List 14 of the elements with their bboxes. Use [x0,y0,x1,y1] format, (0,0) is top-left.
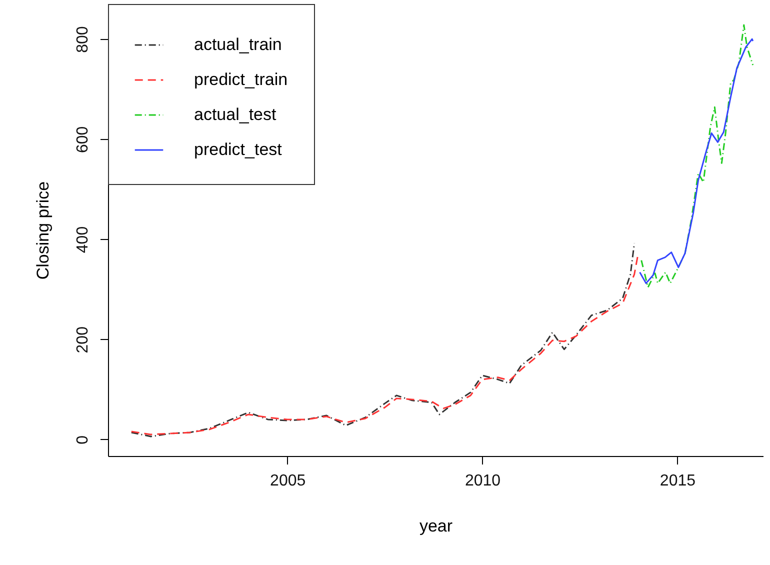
legend-label: actual_test [194,105,276,124]
x-tick-label: 2005 [270,472,306,490]
y-tick-label: 600 [74,126,92,153]
x-tick-label: 2010 [464,472,501,490]
y-axis-title: Closing price [34,181,52,280]
y-tick-label: 400 [74,226,92,254]
legend-label: actual_train [194,35,282,54]
legend-label: predict_train [194,70,288,89]
y-tick-label: 800 [74,26,92,53]
x-axis-title: year [419,516,453,536]
y-tick-label: 0 [74,435,92,444]
y-tick-label: 200 [74,326,92,354]
x-tick-label: 2015 [660,472,696,490]
legend-label: predict_test [194,140,282,159]
